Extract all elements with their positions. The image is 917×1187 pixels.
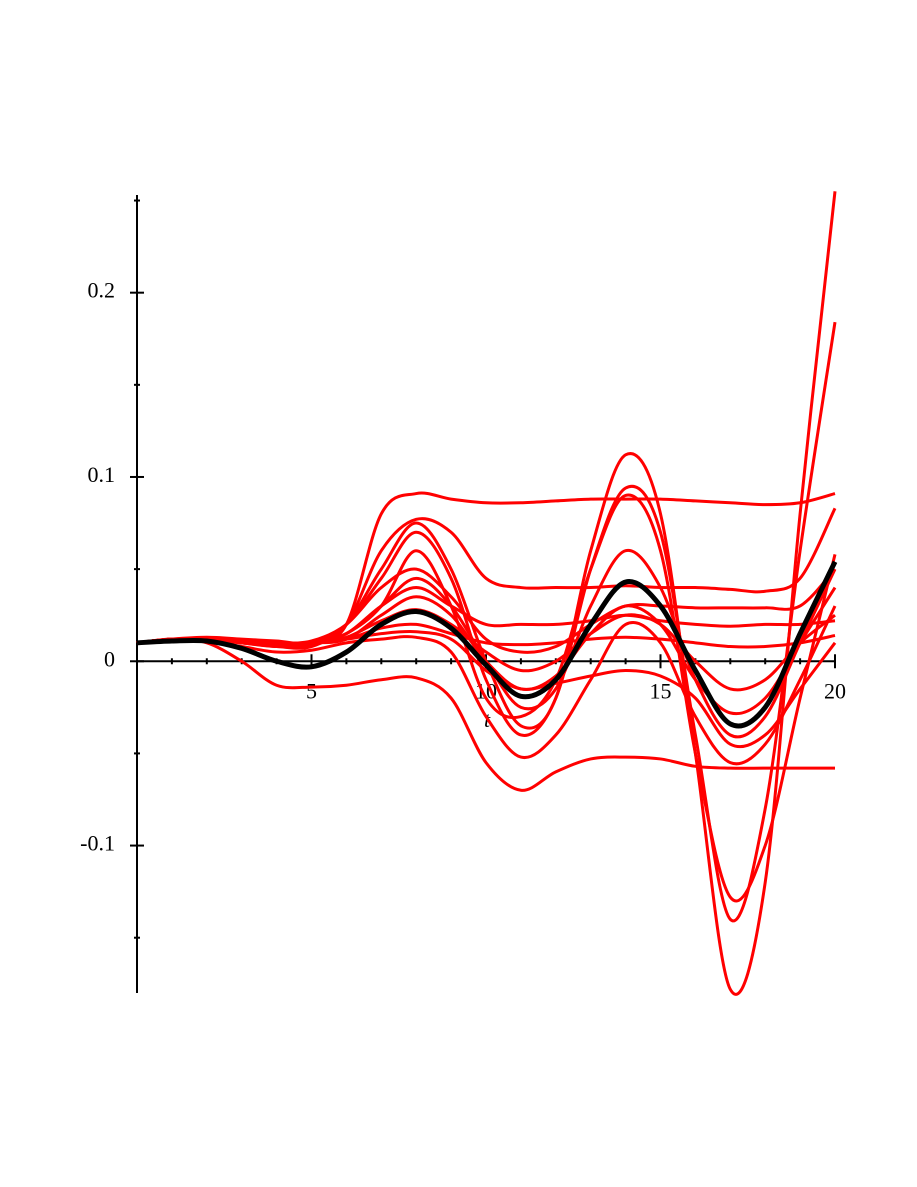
data-line [136, 549, 837, 739]
x-tick-label: 15 [650, 678, 672, 703]
x-tick-label: 5 [306, 678, 317, 703]
data-line [136, 605, 837, 766]
y-tick-label: 0.1 [88, 462, 116, 487]
data-line [136, 637, 835, 792]
data-line [136, 321, 837, 923]
y-tick-label: 0.2 [88, 278, 116, 303]
data-line [136, 491, 836, 646]
data-line [136, 493, 837, 903]
x-tick-label: 20 [824, 678, 846, 703]
data-line [136, 586, 836, 646]
data-line [136, 560, 838, 729]
data-line [136, 191, 837, 996]
y-tick-label: 0 [104, 646, 115, 671]
y-tick-label: -0.1 [80, 831, 115, 856]
